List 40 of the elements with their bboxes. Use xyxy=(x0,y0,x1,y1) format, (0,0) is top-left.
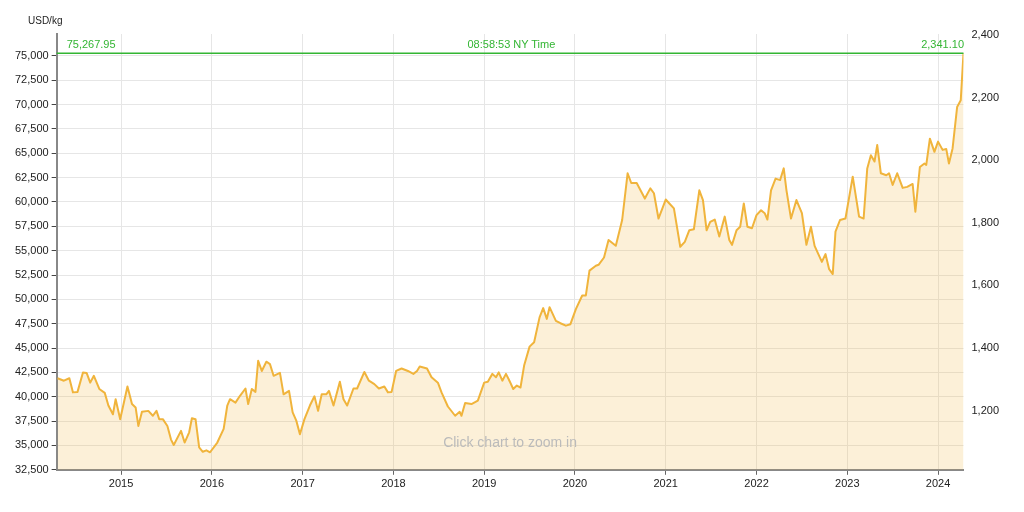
y-tick-label: 40,000 xyxy=(14,389,49,402)
y-tick-label: 55,000 xyxy=(14,243,49,256)
y-tick-label: 57,500 xyxy=(14,219,49,232)
y2-tick-label: 1,600 xyxy=(971,278,999,291)
y-tick-label: 52,500 xyxy=(14,268,49,281)
y-tick-label: 50,000 xyxy=(14,292,49,305)
y-tick-label: 62,500 xyxy=(14,170,49,183)
y2-tick-label: 1,200 xyxy=(971,403,999,416)
x-tick-label: 2022 xyxy=(744,477,769,490)
x-tick-label: 2024 xyxy=(925,477,951,490)
y2-tick-label: 1,800 xyxy=(971,215,999,228)
y-tick-label: 47,500 xyxy=(14,316,49,329)
y-tick-label: 65,000 xyxy=(14,146,49,159)
annotation: Click chart to zoom in xyxy=(443,433,577,450)
x-tick-label: 2015 xyxy=(108,477,134,490)
y-tick-label: 35,000 xyxy=(14,438,49,451)
y-tick-label: 72,500 xyxy=(14,73,49,86)
x-tick-label: 2023 xyxy=(835,477,860,490)
x-tick-label: 2021 xyxy=(653,477,678,490)
x-tick-label: 2020 xyxy=(562,477,588,490)
annotation: 2,341.10 xyxy=(921,37,965,50)
x-tick-label: 2018 xyxy=(381,477,406,490)
ref-line-label: 75,267.95 xyxy=(66,37,116,50)
y-tick-label: 42,500 xyxy=(14,365,49,378)
y2-tick-label: 2,000 xyxy=(971,153,999,166)
y2-tick-label: 2,200 xyxy=(971,90,999,103)
y-tick-label: 45,000 xyxy=(14,341,49,354)
y-tick-label: 75,000 xyxy=(14,48,49,61)
y2-tick-label: 1,400 xyxy=(971,341,999,354)
y-axis-title: USD/kg xyxy=(28,14,63,26)
y2-tick-label: 2,400 xyxy=(971,27,999,40)
x-tick-label: 2019 xyxy=(471,477,497,490)
x-tick-label: 2016 xyxy=(199,477,225,490)
y-tick-label: 60,000 xyxy=(14,195,49,208)
y-tick-label: 37,500 xyxy=(14,414,49,427)
y-tick-label: 70,000 xyxy=(14,97,49,110)
annotation: 08:58:53 NY Time xyxy=(467,37,556,50)
x-tick-label: 2017 xyxy=(290,477,315,490)
y-tick-label: 67,500 xyxy=(14,121,49,134)
y-tick-label: 32,500 xyxy=(14,462,49,475)
